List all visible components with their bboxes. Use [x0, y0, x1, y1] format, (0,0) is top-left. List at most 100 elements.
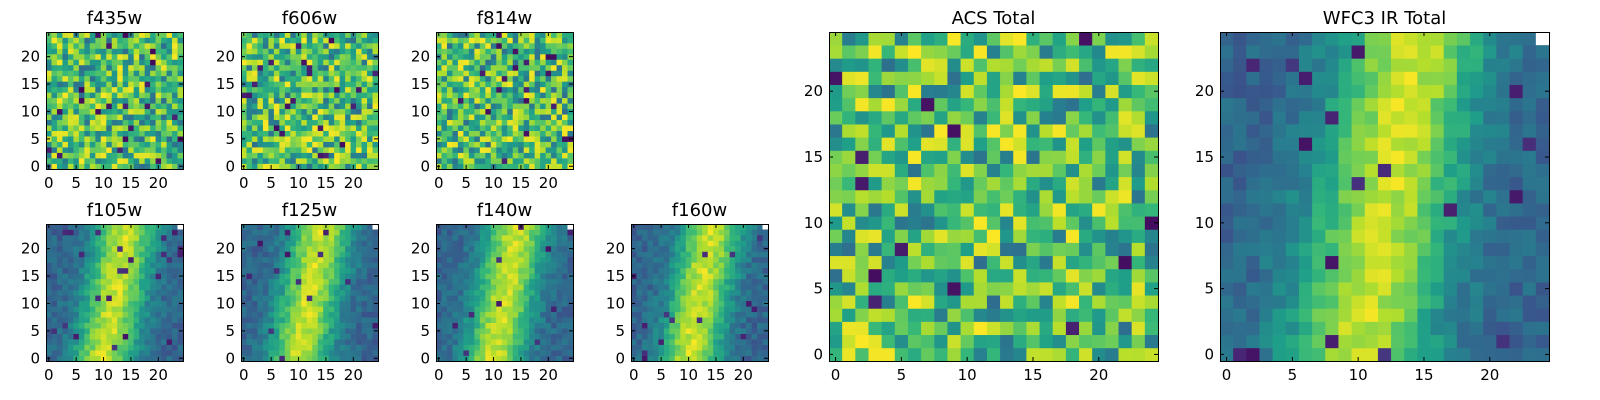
- heatmap-cell: [751, 300, 758, 307]
- heatmap-cell: [328, 295, 335, 302]
- heatmap-cell: [474, 114, 481, 121]
- heatmap-cell: [729, 262, 736, 269]
- heatmap-cell: [345, 119, 351, 126]
- heatmap-cell: [562, 245, 568, 252]
- heatmap-cell: [718, 245, 725, 252]
- heatmap-cell: [1118, 334, 1133, 349]
- heatmap-cell: [345, 147, 351, 153]
- heatmap-cell: [356, 256, 362, 263]
- heatmap-cell: [172, 32, 178, 38]
- heatmap-cell: [128, 103, 135, 110]
- heatmap-cell: [89, 278, 96, 285]
- heatmap-cell: [740, 251, 747, 258]
- heatmap-cell: [446, 92, 453, 99]
- heatmap-cell: [356, 97, 362, 104]
- heatmap-cell: [1131, 242, 1146, 257]
- heatmap-cell: [122, 273, 129, 280]
- heatmap-cell: [647, 300, 654, 307]
- heatmap-cell: [172, 306, 178, 313]
- heatmap-cell: [106, 350, 113, 356]
- heatmap-cell: [89, 273, 96, 280]
- heatmap-cell: [636, 273, 643, 280]
- heatmap-cell: [452, 86, 459, 93]
- heatmap-cell: [562, 108, 568, 115]
- heatmap-cell: [155, 350, 162, 356]
- heatmap-cell: [257, 119, 264, 126]
- heatmap-cell: [762, 317, 769, 323]
- heatmap-cell: [150, 92, 156, 99]
- heatmap-cell: [457, 70, 464, 77]
- heatmap-cell: [84, 284, 91, 291]
- heatmap-cell: [177, 284, 184, 291]
- heatmap-cell: [1065, 189, 1080, 204]
- heatmap-cell: [490, 322, 497, 329]
- heatmap-cell: [273, 152, 280, 159]
- heatmap-cell: [713, 229, 720, 236]
- heatmap-cell: [567, 306, 574, 313]
- heatmap-cell: [95, 141, 102, 148]
- heatmap-cell: [562, 152, 568, 159]
- heatmap-cell: [306, 152, 313, 159]
- heatmap-cell: [317, 53, 324, 60]
- heatmap-cell: [567, 130, 574, 137]
- heatmap-cell: [106, 284, 113, 291]
- heatmap-cell: [67, 108, 74, 115]
- heatmap-cell: [273, 119, 280, 126]
- heatmap-cell: [518, 262, 525, 269]
- heatmap-cell: [51, 240, 58, 247]
- heatmap-cell: [46, 229, 52, 236]
- heatmap-cell: [457, 344, 464, 351]
- heatmap-cell: [144, 37, 151, 44]
- heatmap-cell: [51, 75, 58, 82]
- heatmap-cell: [496, 333, 503, 340]
- heatmap-cell: [452, 229, 459, 236]
- heatmap-cell: [1065, 334, 1080, 349]
- heatmap-cell: [122, 311, 129, 318]
- heatmap-cell: [556, 344, 563, 351]
- heatmap-cell: [246, 300, 253, 307]
- heatmap-cell: [551, 136, 557, 142]
- heatmap-cell: [361, 322, 368, 329]
- heatmap-cell: [51, 125, 58, 131]
- heatmap-cell: [268, 108, 275, 115]
- heatmap-cell: [485, 59, 492, 66]
- heatmap-cell: [468, 75, 475, 82]
- heatmap-cell: [306, 267, 313, 274]
- heatmap-cell: [117, 355, 124, 362]
- heatmap-cell: [155, 240, 162, 247]
- heatmap-cell: [133, 295, 140, 302]
- heatmap-cell: [1131, 176, 1146, 191]
- heatmap-cell: [155, 328, 162, 334]
- heatmap-cell: [457, 103, 464, 110]
- heatmap-cell: [111, 224, 118, 230]
- heatmap-cell: [718, 295, 725, 302]
- heatmap-cell: [295, 284, 302, 291]
- heatmap-cell: [724, 295, 730, 302]
- heatmap-cell: [122, 37, 129, 44]
- heatmap-cell: [691, 339, 698, 345]
- heatmap-cell: [128, 333, 135, 340]
- panel-title: f606w: [282, 8, 337, 29]
- heatmap-cell: [78, 262, 85, 269]
- heatmap-cell: [652, 355, 659, 362]
- heatmap-cell: [372, 339, 379, 345]
- heatmap-cell: [246, 163, 253, 170]
- heatmap-cell: [301, 224, 308, 230]
- heatmap-cell: [529, 229, 535, 236]
- heatmap-cell: [306, 97, 313, 104]
- heatmap-cell: [680, 267, 687, 274]
- heatmap-cell: [144, 103, 151, 110]
- heatmap-cell: [658, 328, 665, 334]
- heatmap-cell: [51, 322, 58, 329]
- heatmap-cell: [556, 251, 563, 258]
- heatmap-cell: [328, 42, 335, 49]
- heatmap-cell: [746, 300, 752, 307]
- heatmap-cell: [724, 350, 730, 356]
- heatmap-cell: [986, 203, 1001, 217]
- heatmap-cell: [551, 262, 557, 269]
- heatmap-cell: [46, 322, 52, 329]
- heatmap-cell: [881, 334, 896, 349]
- heatmap-cell: [251, 278, 258, 285]
- heatmap-cell: [177, 317, 184, 323]
- heatmap-cell: [284, 300, 291, 307]
